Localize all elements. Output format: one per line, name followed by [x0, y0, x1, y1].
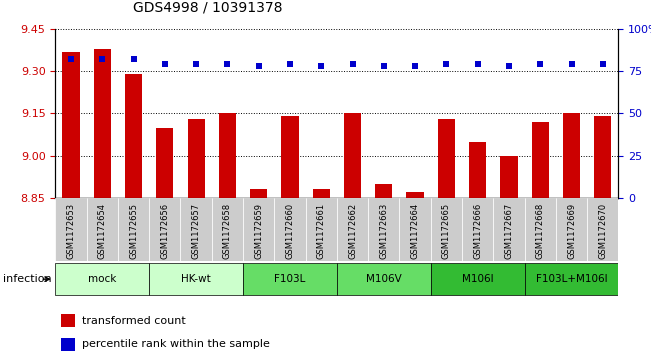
Bar [375, 184, 393, 198]
Text: M106I: M106I [462, 274, 493, 284]
Bar [61, 338, 75, 351]
Text: transformed count: transformed count [83, 316, 186, 326]
Bar [62, 52, 79, 198]
Bar [219, 113, 236, 198]
Point [284, 62, 295, 68]
Point [253, 63, 264, 69]
Text: GSM1172654: GSM1172654 [98, 203, 107, 259]
Text: GSM1172657: GSM1172657 [191, 203, 201, 259]
Text: GSM1172669: GSM1172669 [567, 203, 576, 259]
Bar [400, 198, 431, 261]
Bar [431, 263, 525, 295]
Bar [406, 192, 424, 198]
Point [66, 57, 76, 62]
Text: GSM1172663: GSM1172663 [380, 203, 388, 259]
Text: GSM1172667: GSM1172667 [505, 203, 514, 259]
Bar [525, 198, 556, 261]
Text: infection: infection [3, 274, 52, 284]
Text: GSM1172660: GSM1172660 [286, 203, 294, 259]
Text: GSM1172664: GSM1172664 [411, 203, 420, 259]
Point [473, 62, 483, 68]
Text: percentile rank within the sample: percentile rank within the sample [83, 339, 270, 350]
Point [535, 62, 546, 68]
Text: GSM1172665: GSM1172665 [442, 203, 451, 259]
Bar [525, 263, 618, 295]
Bar [212, 198, 243, 261]
Bar [149, 263, 243, 295]
Bar [337, 198, 368, 261]
Text: GSM1172659: GSM1172659 [254, 203, 263, 259]
Bar [55, 263, 149, 295]
Bar [87, 198, 118, 261]
Text: GSM1172658: GSM1172658 [223, 203, 232, 259]
Text: GSM1172661: GSM1172661 [317, 203, 326, 259]
Point [97, 57, 107, 62]
Bar [187, 119, 204, 198]
Text: GSM1172655: GSM1172655 [129, 203, 138, 259]
Bar [149, 198, 180, 261]
Text: M106V: M106V [366, 274, 402, 284]
Bar [125, 74, 142, 198]
Bar [556, 198, 587, 261]
Point [159, 62, 170, 68]
Bar [61, 314, 75, 327]
Bar [305, 198, 337, 261]
Bar [243, 198, 274, 261]
Bar [587, 198, 618, 261]
Bar [118, 198, 149, 261]
Bar [532, 122, 549, 198]
Point [504, 63, 514, 69]
Text: GSM1172656: GSM1172656 [160, 203, 169, 259]
Point [128, 57, 139, 62]
Point [316, 63, 326, 69]
Point [441, 62, 452, 68]
Bar [563, 113, 580, 198]
Bar [156, 127, 173, 198]
Point [598, 62, 608, 68]
Text: HK-wt: HK-wt [181, 274, 211, 284]
Point [222, 62, 232, 68]
Text: GSM1172668: GSM1172668 [536, 203, 545, 259]
Bar [344, 113, 361, 198]
Bar [281, 116, 299, 198]
Text: GDS4998 / 10391378: GDS4998 / 10391378 [133, 0, 283, 15]
Bar [312, 189, 330, 198]
Bar [462, 198, 493, 261]
Bar [431, 198, 462, 261]
Bar [243, 263, 337, 295]
Bar [594, 116, 611, 198]
Point [566, 62, 577, 68]
Bar [250, 189, 268, 198]
Text: GSM1172670: GSM1172670 [598, 203, 607, 259]
Text: F103L+M106I: F103L+M106I [536, 274, 607, 284]
Bar [437, 119, 455, 198]
Bar [501, 156, 518, 198]
Bar [493, 198, 525, 261]
Point [348, 62, 358, 68]
Bar [94, 49, 111, 198]
Bar [180, 198, 212, 261]
Point [410, 63, 421, 69]
Bar [55, 198, 87, 261]
Bar [368, 198, 400, 261]
Bar [469, 142, 486, 198]
Text: mock: mock [88, 274, 117, 284]
Text: F103L: F103L [274, 274, 306, 284]
Bar [337, 263, 431, 295]
Text: GSM1172653: GSM1172653 [66, 203, 76, 259]
Point [379, 63, 389, 69]
Text: GSM1172666: GSM1172666 [473, 203, 482, 259]
Text: GSM1172662: GSM1172662 [348, 203, 357, 259]
Point [191, 62, 201, 68]
Bar [274, 198, 305, 261]
